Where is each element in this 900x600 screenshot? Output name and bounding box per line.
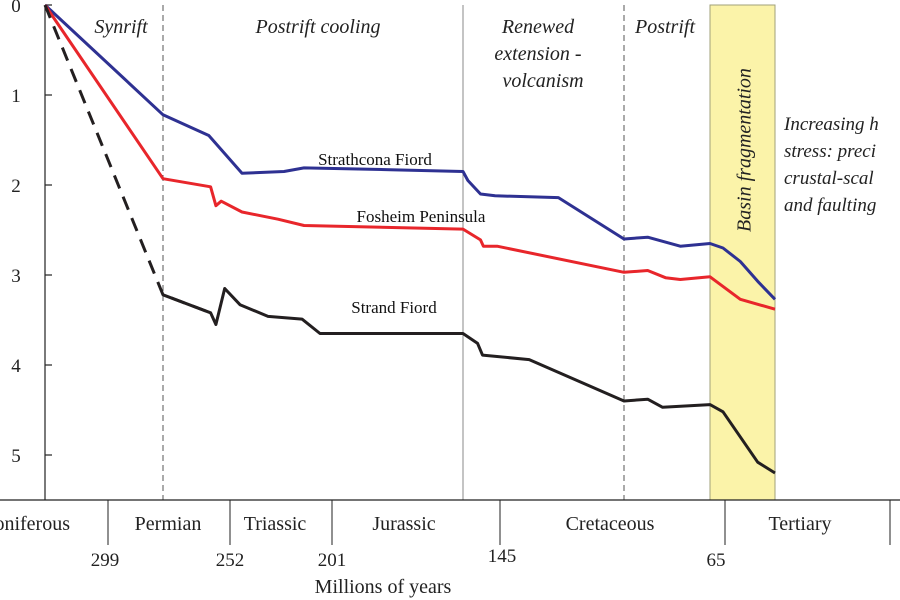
y-tick-label: 1	[11, 86, 21, 107]
series-line-fosheim-peninsula	[43, 4, 776, 311]
y-tick-label: 2	[11, 176, 21, 197]
annotation-line: crustal-scal	[784, 168, 874, 189]
period-label: Triassic	[244, 513, 307, 535]
series-line-strand-fiord	[162, 287, 776, 475]
y-tick-label: 3	[11, 266, 21, 287]
basin-fragmentation-band	[709, 4, 776, 501]
annotation-line: stress: preci	[784, 141, 876, 162]
phase-label-renewed: Renewed	[501, 16, 575, 38]
annotation-line: and faulting	[784, 195, 876, 216]
phase-label-postrift: Postrift	[634, 16, 695, 38]
age-tick-label: 201	[318, 550, 347, 571]
y-tick-label: 5	[11, 446, 21, 467]
period-label: Permian	[135, 513, 202, 535]
y-tick-label: 0	[11, 0, 21, 17]
period-label: Cretaceous	[566, 513, 655, 535]
series-label-fosheim: Fosheim Peninsula	[357, 207, 486, 226]
annotation-line: Increasing h	[783, 114, 879, 135]
phase-label-volcanism: volcanism	[502, 70, 583, 92]
period-label: Tertiary	[768, 513, 831, 535]
age-tick-label: 145	[488, 546, 517, 567]
age-tick-label: 65	[707, 550, 726, 571]
period-label: Carboniferous	[0, 513, 70, 535]
age-tick-label: 299	[91, 550, 120, 571]
period-label: Jurassic	[372, 513, 435, 535]
phase-label-synrift: Synrift	[94, 16, 148, 38]
age-tick-label: 252	[216, 550, 245, 571]
series-line-strathcona-fiord	[43, 3, 777, 301]
series-label-strand: Strand Fiord	[351, 298, 437, 317]
phase-label-extension: extension -	[494, 43, 581, 65]
phase-label-postrift-cooling: Postrift cooling	[255, 16, 381, 38]
x-axis-title: Millions of years	[315, 576, 452, 598]
basin-fragmentation-label: Basin fragmentation	[734, 68, 756, 232]
series-line-dashed-extrapolation	[43, 4, 212, 315]
y-tick-label: 4	[11, 356, 21, 377]
series-label-strathcona: Strathcona Fiord	[318, 150, 432, 169]
